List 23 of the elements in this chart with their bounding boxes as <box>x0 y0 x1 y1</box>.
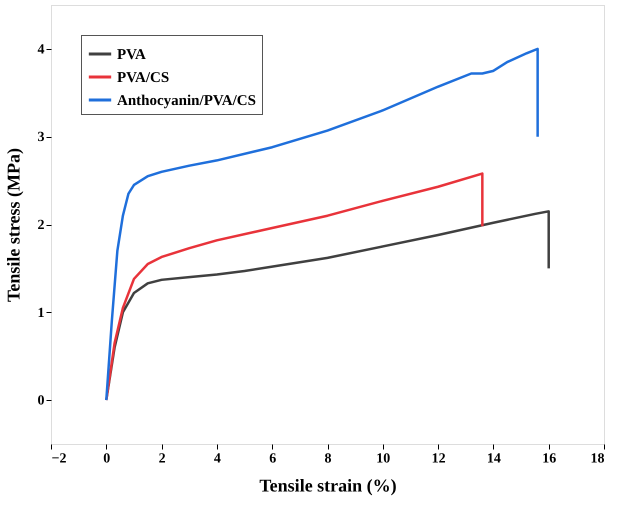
x-tick-label: 2 <box>158 452 166 466</box>
legend-label: Anthocyanin/PVA/CS <box>117 93 256 109</box>
legend-label: PVA <box>117 47 146 63</box>
x-tick-label: 8 <box>324 452 332 466</box>
x-tick-label: 6 <box>269 452 276 466</box>
line-series <box>105 48 539 402</box>
x-axis-title: Tensile strain (%) <box>259 476 397 496</box>
x-tick-label: −2 <box>52 452 66 466</box>
y-axis-title: Tensile stress (MPa) <box>4 148 24 302</box>
y-tick-label: 2 <box>38 218 44 233</box>
y-tick-label: 3 <box>38 130 44 146</box>
legend-label: PVA/CS <box>117 70 170 86</box>
y-tick-label: 4 <box>38 42 44 58</box>
line-series <box>105 172 484 402</box>
x-tick-label: 10 <box>376 452 390 466</box>
y-tick-label: 0 <box>38 394 44 409</box>
x-tick-label: 16 <box>542 452 556 466</box>
x-tick-label: 14 <box>486 452 501 466</box>
x-tick-label: 12 <box>432 452 446 466</box>
y-tick-label: 1 <box>38 306 44 321</box>
x-tick-label: 4 <box>214 452 221 466</box>
x-tick-label: 18 <box>590 452 604 466</box>
x-tick-label: 0 <box>103 452 110 466</box>
